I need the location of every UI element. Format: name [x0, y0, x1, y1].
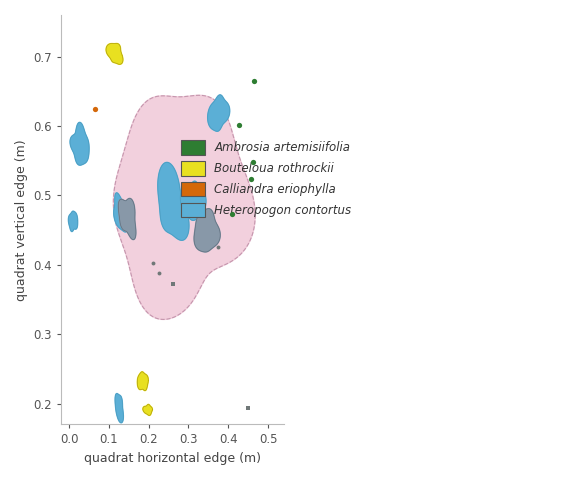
Polygon shape: [118, 198, 136, 240]
Polygon shape: [106, 44, 123, 64]
Polygon shape: [180, 181, 206, 220]
Polygon shape: [194, 209, 220, 252]
Legend: Ambrosia artemisiifolia, Bouteloua rothrockii, Calliandra eriophylla, Heteropogo: Ambrosia artemisiifolia, Bouteloua rothr…: [176, 135, 356, 222]
Y-axis label: quadrat vertical edge (m): quadrat vertical edge (m): [15, 139, 28, 300]
Polygon shape: [113, 96, 255, 319]
Polygon shape: [115, 394, 123, 423]
Polygon shape: [69, 211, 78, 231]
Polygon shape: [158, 162, 189, 240]
Polygon shape: [70, 122, 89, 165]
Polygon shape: [143, 404, 153, 415]
Polygon shape: [137, 372, 148, 391]
Polygon shape: [113, 193, 128, 232]
X-axis label: quadrat horizontal edge (m): quadrat horizontal edge (m): [84, 452, 261, 465]
Polygon shape: [208, 95, 230, 132]
